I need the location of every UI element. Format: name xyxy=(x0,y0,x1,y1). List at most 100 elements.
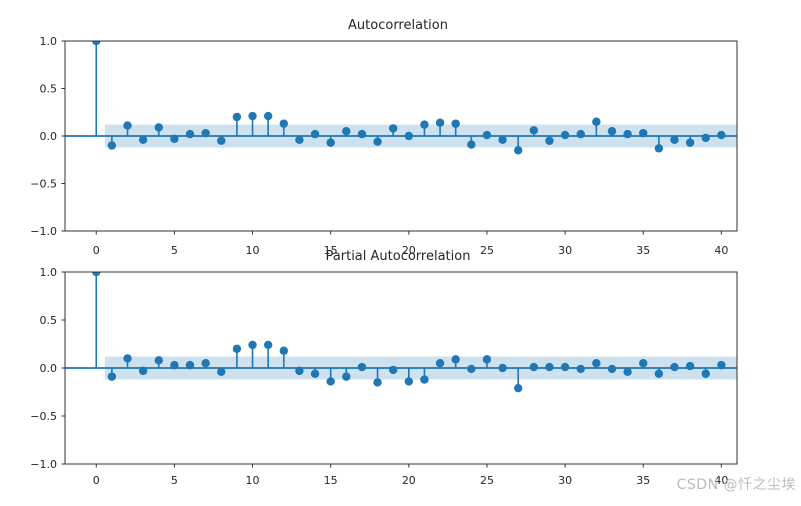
marker-lag-24 xyxy=(467,140,476,149)
x-tick-label: 35 xyxy=(636,474,650,487)
x-tick-label: 30 xyxy=(558,474,572,487)
x-tick-label: 0 xyxy=(93,474,100,487)
pacf-chart: Partial Autocorrelation 0 5 10 15 20 25 30 35 40… xyxy=(30,249,738,487)
marker-lag-3 xyxy=(138,135,148,144)
marker-lag-13 xyxy=(295,135,304,144)
marker-lag-12 xyxy=(279,346,288,355)
marker-lag-33 xyxy=(607,127,617,136)
marker-lag-11 xyxy=(263,111,273,121)
marker-lag-32 xyxy=(592,359,601,368)
y-tick-label: 0.5 xyxy=(40,83,58,96)
acf-chart: Autocorrelation 0 5 10 15 20 25 30 35 40 1.0 0.5 0.… xyxy=(30,18,738,257)
plot-contents xyxy=(65,41,737,155)
marker-lag-19 xyxy=(388,365,398,375)
x-tick-label: 15 xyxy=(324,244,338,257)
marker-lag-8 xyxy=(217,136,226,145)
y-tick-label: −1.0 xyxy=(30,458,57,471)
marker-lag-21 xyxy=(420,120,429,129)
marker-lag-37 xyxy=(670,135,679,144)
marker-lag-37 xyxy=(670,362,679,372)
y-tick-label: −1.0 xyxy=(30,225,57,238)
x-tick-label: 15 xyxy=(324,474,338,487)
marker-lag-1 xyxy=(107,141,117,150)
marker-lag-9 xyxy=(232,344,242,353)
marker-lag-7 xyxy=(201,359,210,368)
plot-contents xyxy=(65,272,737,393)
marker-lag-34 xyxy=(623,367,632,377)
y-tick-label: 1.0 xyxy=(40,35,58,48)
marker-lag-36 xyxy=(654,369,664,378)
marker-lag-7 xyxy=(201,128,210,138)
marker-lag-4 xyxy=(154,123,163,132)
marker-lag-14 xyxy=(310,129,320,139)
marker-lag-36 xyxy=(654,144,664,153)
marker-lag-19 xyxy=(388,124,398,133)
marker-lag-28 xyxy=(529,362,539,372)
x-tick-label: 40 xyxy=(714,474,728,487)
marker-lag-38 xyxy=(685,361,695,371)
marker-lag-27 xyxy=(514,146,523,155)
x-tick-label: 25 xyxy=(480,244,494,257)
marker-lag-5 xyxy=(170,134,179,144)
marker-lag-22 xyxy=(435,359,445,368)
x-tick-label: 0 xyxy=(93,244,100,257)
marker-lag-21 xyxy=(420,375,429,384)
x-tick-label: 25 xyxy=(480,474,494,487)
watermark-text: CSDN @忏之尘埃 xyxy=(677,477,796,493)
marker-lag-31 xyxy=(576,129,585,139)
x-tick-label: 20 xyxy=(402,244,416,257)
marker-lag-39 xyxy=(701,133,710,143)
marker-lag-30 xyxy=(560,130,570,140)
marker-lag-30 xyxy=(560,362,570,372)
x-tick-label: 10 xyxy=(246,244,260,257)
marker-lag-8 xyxy=(217,367,226,377)
marker-lag-16 xyxy=(342,372,351,381)
x-tick-label: 20 xyxy=(402,474,416,487)
marker-lag-32 xyxy=(592,117,601,126)
marker-lag-27 xyxy=(514,383,523,393)
marker-lag-26 xyxy=(498,363,507,373)
y-tick-label: −0.5 xyxy=(30,410,57,423)
marker-lag-14 xyxy=(310,369,320,378)
y-tick-label: −0.5 xyxy=(30,178,57,191)
y-tick-label: 0.0 xyxy=(40,362,58,375)
marker-lag-31 xyxy=(576,364,585,374)
marker-lag-28 xyxy=(529,126,539,135)
pacf-title: Partial Autocorrelation xyxy=(326,249,471,264)
marker-lag-35 xyxy=(639,128,648,138)
marker-lag-6 xyxy=(185,360,195,370)
marker-lag-33 xyxy=(607,364,617,374)
marker-lag-22 xyxy=(435,118,445,127)
y-tick-label: 0.5 xyxy=(40,314,58,327)
x-tick-label: 5 xyxy=(171,244,178,257)
marker-lag-12 xyxy=(279,119,288,128)
x-tick-label: 30 xyxy=(558,244,572,257)
y-tick-label: 0.0 xyxy=(40,130,58,143)
marker-lag-34 xyxy=(623,129,632,139)
marker-lag-38 xyxy=(685,138,695,147)
marker-lag-25 xyxy=(482,130,492,140)
marker-lag-4 xyxy=(154,356,163,365)
marker-lag-3 xyxy=(138,366,148,376)
marker-lag-40 xyxy=(717,130,726,140)
marker-lag-13 xyxy=(295,366,304,376)
marker-lag-2 xyxy=(123,121,132,130)
marker-lag-18 xyxy=(373,137,382,146)
acf-plot-area: 0 5 10 15 20 25 30 35 40 1.0 0.5 0.0 −0.5 −1.0 xyxy=(30,35,738,257)
marker-lag-26 xyxy=(498,135,507,144)
x-tick-label: 35 xyxy=(636,244,650,257)
marker-lag-24 xyxy=(467,364,476,374)
marker-lag-16 xyxy=(342,127,351,136)
marker-lag-6 xyxy=(185,129,195,139)
marker-lag-11 xyxy=(263,340,273,350)
marker-lag-17 xyxy=(357,129,367,139)
acf-title: Autocorrelation xyxy=(348,18,448,33)
x-tick-label: 10 xyxy=(246,474,260,487)
marker-lag-23 xyxy=(451,355,460,364)
marker-lag-29 xyxy=(545,362,554,372)
marker-lag-23 xyxy=(451,119,460,128)
marker-lag-40 xyxy=(717,360,726,370)
marker-lag-0 xyxy=(92,41,101,46)
marker-lag-20 xyxy=(404,131,414,141)
